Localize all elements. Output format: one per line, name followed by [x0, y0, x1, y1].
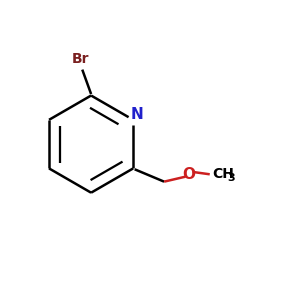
Text: Br: Br — [72, 52, 90, 66]
Text: N: N — [130, 107, 143, 122]
Text: 3: 3 — [227, 173, 234, 183]
Text: CH: CH — [213, 167, 235, 181]
Text: O: O — [183, 167, 196, 182]
